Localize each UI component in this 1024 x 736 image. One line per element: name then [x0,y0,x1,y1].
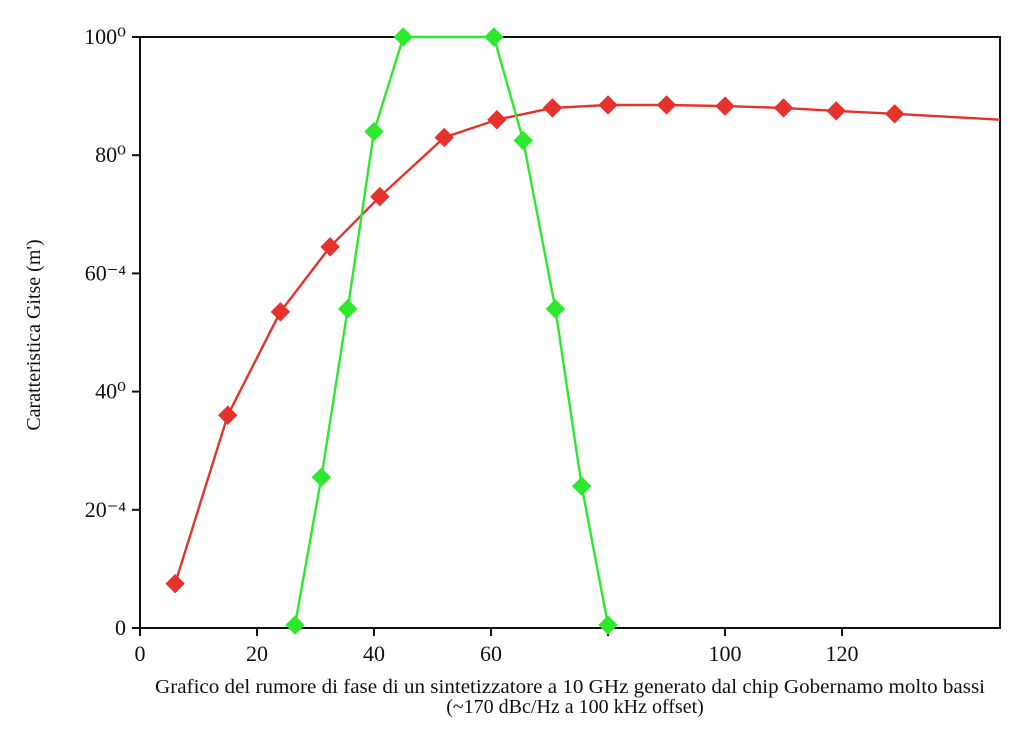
data-point-red [218,405,238,425]
x-tick-label: 120 [826,641,859,666]
data-point-red [884,104,905,124]
data-point-green [364,121,384,142]
x-tick-label: 20 [246,641,268,666]
series-markers [165,27,905,635]
data-point-red [165,573,185,594]
data-point-red [320,237,340,257]
x-tick-label: 0 [135,641,146,666]
data-point-red [542,98,563,118]
y-tick-label: 0 [115,615,126,640]
data-point-red [270,302,291,322]
data-point-red [434,127,454,148]
data-point-red [656,95,677,115]
y-axis-label: Caratteristica Gitse (m') [23,239,45,430]
data-point-green [484,27,504,47]
plot-area-frame [139,36,1001,629]
y-tick-label: 40⁰ [95,379,126,404]
data-point-red [715,96,735,116]
data-point-red [826,101,846,121]
y-tick-label: 100⁰ [84,24,126,49]
x-tick-label: 40 [363,641,385,666]
data-point-green [598,615,618,635]
data-point-green [311,467,332,488]
series-line-green [293,35,610,626]
x-tick-label: 60 [480,641,502,666]
data-point-green [285,615,305,635]
data-point-green [337,299,358,319]
y-axis: 0 20⁻⁴ 40⁰ 60⁻⁴ 80⁰ 100⁰ [84,24,140,640]
x-tick-label: 100 [709,641,742,666]
data-point-red [370,186,390,207]
data-point-red [487,110,507,130]
series-lines [173,35,1001,626]
y-tick-label: 20⁻⁴ [85,497,127,522]
y-tick-label: 60⁻⁴ [85,260,127,285]
data-point-green [393,27,413,47]
data-point-green [545,299,566,319]
x-axis: 0 20 40 60 100 120 [135,628,859,666]
data-point-green [513,130,533,151]
y-tick-label: 80⁰ [95,142,126,167]
data-point-green [571,476,592,496]
x-axis-label: Grafico del rumore di fase di un sinteti… [155,676,985,698]
data-point-red [598,95,618,115]
data-point-red [773,98,794,118]
x-axis-label-line2: (~170 dBc/Hz a 100 kHz offset) [446,696,704,718]
